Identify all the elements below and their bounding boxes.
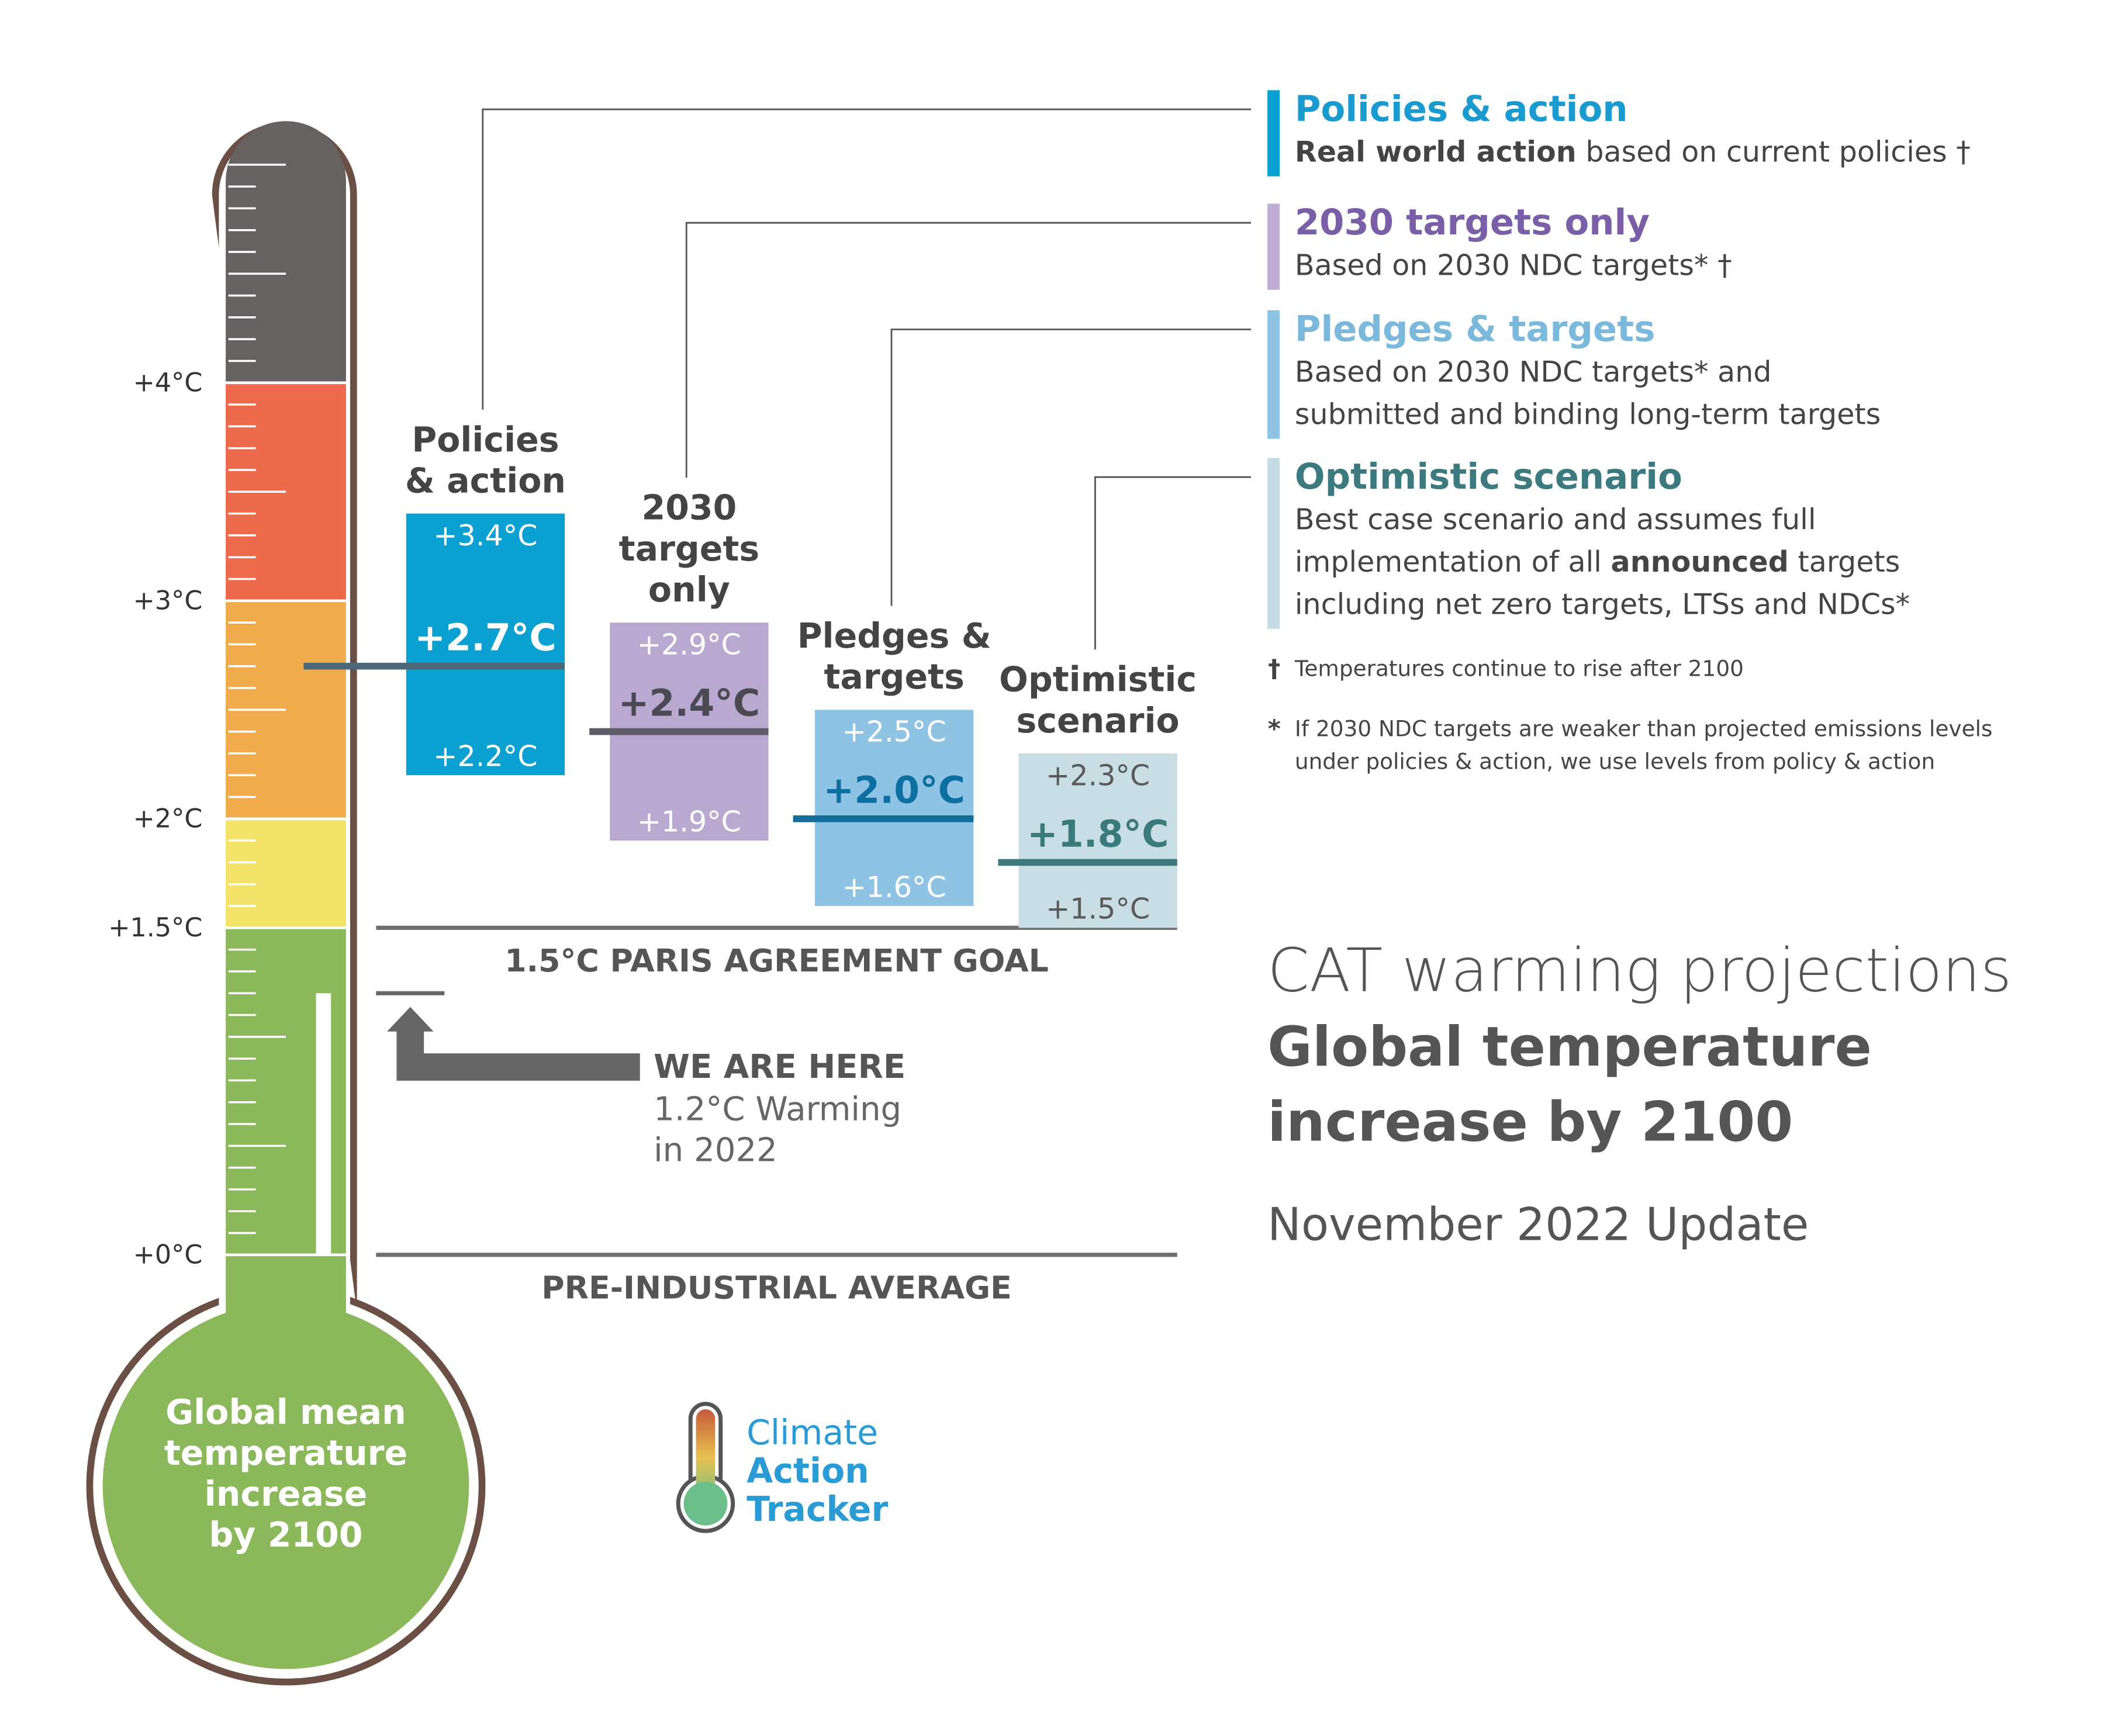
legend-description: submitted and binding long-term targets xyxy=(1295,397,1881,431)
footnote-text: under policies & action, we use levels f… xyxy=(1295,749,1935,774)
thermometer-band xyxy=(226,818,346,928)
scenario-title: only xyxy=(648,570,730,610)
current-label: 1.2°C Warming xyxy=(654,1090,901,1128)
current-arrow xyxy=(387,1007,640,1081)
current-label: in 2022 xyxy=(654,1132,777,1170)
range-box xyxy=(406,513,565,776)
mid-label: +1.8°C xyxy=(1027,812,1169,855)
legend-description: Based on 2030 NDC targets* and xyxy=(1295,355,1772,389)
legend-title: Optimistic scenario xyxy=(1295,457,1682,497)
description-segment: Best case scenario and assumes full xyxy=(1295,503,1816,537)
update-label: November 2022 Update xyxy=(1267,1198,1809,1251)
low-label: +1.6°C xyxy=(842,870,946,904)
connector xyxy=(482,108,1252,410)
description-segment: Based on 2030 NDC targets* and xyxy=(1295,355,1772,389)
y-tick-label: +3°C xyxy=(133,586,203,615)
y-tick-label: +1.5°C xyxy=(108,913,202,943)
range-box xyxy=(815,710,974,907)
chart-subtitle: increase by 2100 xyxy=(1267,1090,1793,1154)
scenario-title: scenario xyxy=(1017,701,1180,741)
legend-description: including net zero targets, LTSs and NDC… xyxy=(1295,587,1910,621)
legend-bar xyxy=(1267,310,1280,439)
description-segment: based on current policies † xyxy=(1577,135,1971,169)
low-label: +1.9°C xyxy=(637,804,741,838)
y-tick-label: +0°C xyxy=(133,1240,203,1270)
description-segment: including net zero targets, LTSs and NDC… xyxy=(1295,587,1910,621)
description-segment: targets xyxy=(1789,545,1900,579)
bulb-label: increase xyxy=(205,1474,368,1514)
chart-subtitle: Global temperature xyxy=(1267,1015,1872,1079)
footnote-text: Temperatures continue to rise after 2100 xyxy=(1294,656,1744,682)
legend-description: Based on 2030 NDC targets* † xyxy=(1295,248,1732,282)
connector xyxy=(685,222,1252,478)
legend-description: Real world action based on current polic… xyxy=(1295,135,1971,169)
legend-bar xyxy=(1267,458,1280,629)
high-label: +2.5°C xyxy=(842,715,946,749)
logo-text: Tracker xyxy=(746,1489,888,1529)
legend-title: Policies & action xyxy=(1295,89,1628,130)
legend-description: implementation of all announced targets xyxy=(1295,545,1900,579)
description-segment: implementation of all xyxy=(1295,545,1611,579)
scenario-title: targets xyxy=(619,529,759,569)
low-label: +2.2°C xyxy=(433,739,537,773)
legend-title: Pledges & targets xyxy=(1295,309,1656,350)
legend-bar xyxy=(1267,203,1280,290)
scenario-title: 2030 xyxy=(642,488,737,528)
scenario-title: Optimistic xyxy=(999,660,1197,700)
description-segment: announced xyxy=(1611,545,1789,579)
reference-label: 1.5°C PARIS AGREEMENT GOAL xyxy=(504,942,1049,979)
low-label: +1.5°C xyxy=(1046,892,1150,926)
description-segment: Based on 2030 NDC targets* † xyxy=(1295,248,1732,282)
scenario-title: Pledges & xyxy=(797,616,991,656)
connector xyxy=(890,328,1252,606)
mid-label: +2.0°C xyxy=(823,769,965,812)
scenario-title: & action xyxy=(405,461,566,500)
bulb-label: temperature xyxy=(164,1433,407,1473)
y-tick-label: +4°C xyxy=(133,368,203,397)
scenario-title: Policies xyxy=(412,420,559,459)
thermometer-neck xyxy=(226,1254,346,1392)
logo-text: Action xyxy=(746,1451,869,1491)
y-tick-label: +2°C xyxy=(133,804,203,834)
footnote-symbol: * xyxy=(1268,714,1281,743)
mid-label: +2.7°C xyxy=(414,616,557,659)
logo-text: Climate xyxy=(746,1413,878,1453)
description-segment: submitted and binding long-term targets xyxy=(1295,397,1881,431)
bulb-label: Global mean xyxy=(165,1392,406,1432)
current-level-bar xyxy=(316,993,331,1255)
current-heading: WE ARE HERE xyxy=(654,1048,906,1086)
mid-label: +2.4°C xyxy=(618,681,761,724)
thermometer-bulb xyxy=(102,1302,469,1669)
legend-bar xyxy=(1267,90,1280,177)
logo-icon xyxy=(676,1402,735,1533)
scenario-title: targets xyxy=(824,657,964,697)
connector xyxy=(1094,476,1252,650)
chart-title: CAT warming projections xyxy=(1267,935,2012,1005)
bulb-label: by 2100 xyxy=(209,1515,363,1555)
legend-description: Best case scenario and assumes full xyxy=(1295,503,1816,537)
high-label: +3.4°C xyxy=(433,518,537,552)
footnote-text: If 2030 NDC targets are weaker than proj… xyxy=(1295,715,1993,741)
high-label: +2.3°C xyxy=(1046,758,1150,792)
description-segment: Real world action xyxy=(1295,135,1577,169)
reference-label: PRE-INDUSTRIAL AVERAGE xyxy=(541,1269,1012,1306)
range-box xyxy=(1018,753,1177,928)
high-label: +2.9°C xyxy=(637,628,741,662)
legend-title: 2030 targets only xyxy=(1295,202,1650,243)
footnote-symbol: † xyxy=(1268,654,1280,683)
